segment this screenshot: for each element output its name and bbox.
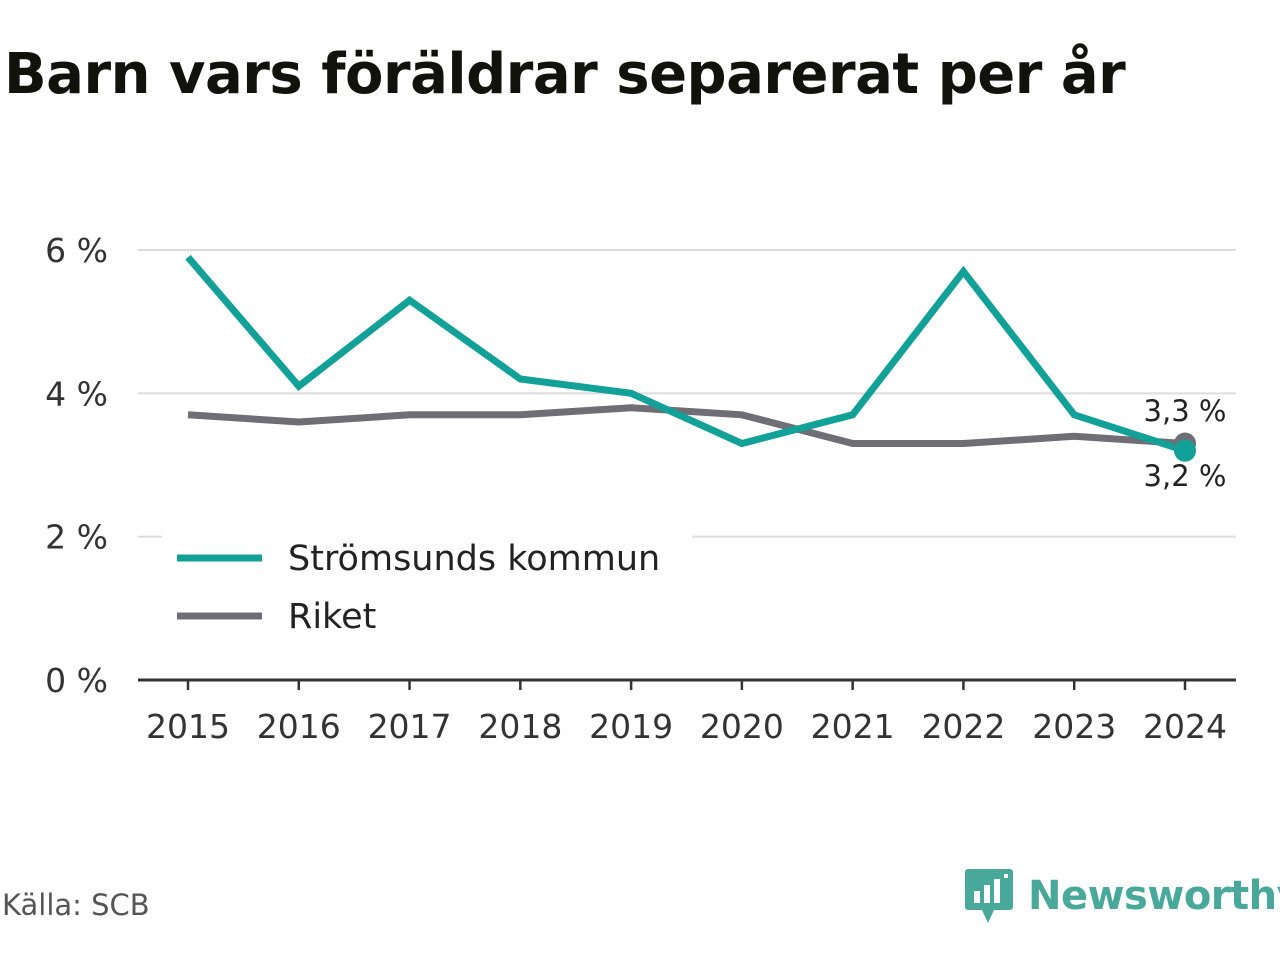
y-axis-labels: 0 % 2 % 4 % 6 % [45, 231, 108, 700]
newsworthy-logo-icon [965, 869, 1013, 923]
legend-label: Riket [288, 597, 376, 637]
brand-name: Newsworthy [1028, 873, 1280, 919]
series-line [187, 404, 1186, 447]
x-tick-label: 2021 [811, 707, 895, 746]
x-tick-label: 2020 [700, 707, 784, 746]
x-tick-label: 2019 [589, 707, 673, 746]
end-value-label: 3,3 % [1144, 394, 1227, 428]
x-tick-label: 2022 [921, 707, 1005, 746]
x-tick-label: 2015 [146, 707, 230, 746]
y-tick-label: 4 % [45, 374, 108, 413]
end-markers: 3,2 % 3,3 % [1144, 394, 1227, 493]
grid-lines [138, 249, 1236, 538]
end-point [1174, 439, 1196, 462]
series-line [185, 254, 1187, 455]
y-tick-label: 6 % [45, 231, 108, 270]
x-tick-label: 2017 [368, 707, 452, 746]
chart-title: Barn vars föräldrar separerat per år [4, 42, 1126, 107]
x-tick-label: 2024 [1143, 707, 1227, 746]
source-note: Källa: SCB [2, 888, 150, 922]
y-tick-label: 0 % [45, 661, 108, 700]
x-axis: 2015 2016 2017 2018 2019 2020 2021 2022 2023 2024 [138, 678, 1236, 746]
brand-logo: Newsworthy [964, 866, 1280, 926]
x-tick-label: 2016 [257, 707, 341, 746]
series-lines [185, 254, 1187, 455]
legend-label: Strömsunds kommun [288, 539, 660, 579]
legend: Strömsunds kommun Riket [162, 535, 692, 653]
end-value-label: 3,2 % [1144, 459, 1227, 493]
x-tick-label: 2018 [478, 707, 562, 746]
x-tick-label: 2023 [1032, 707, 1116, 746]
y-tick-label: 2 % [45, 518, 108, 557]
